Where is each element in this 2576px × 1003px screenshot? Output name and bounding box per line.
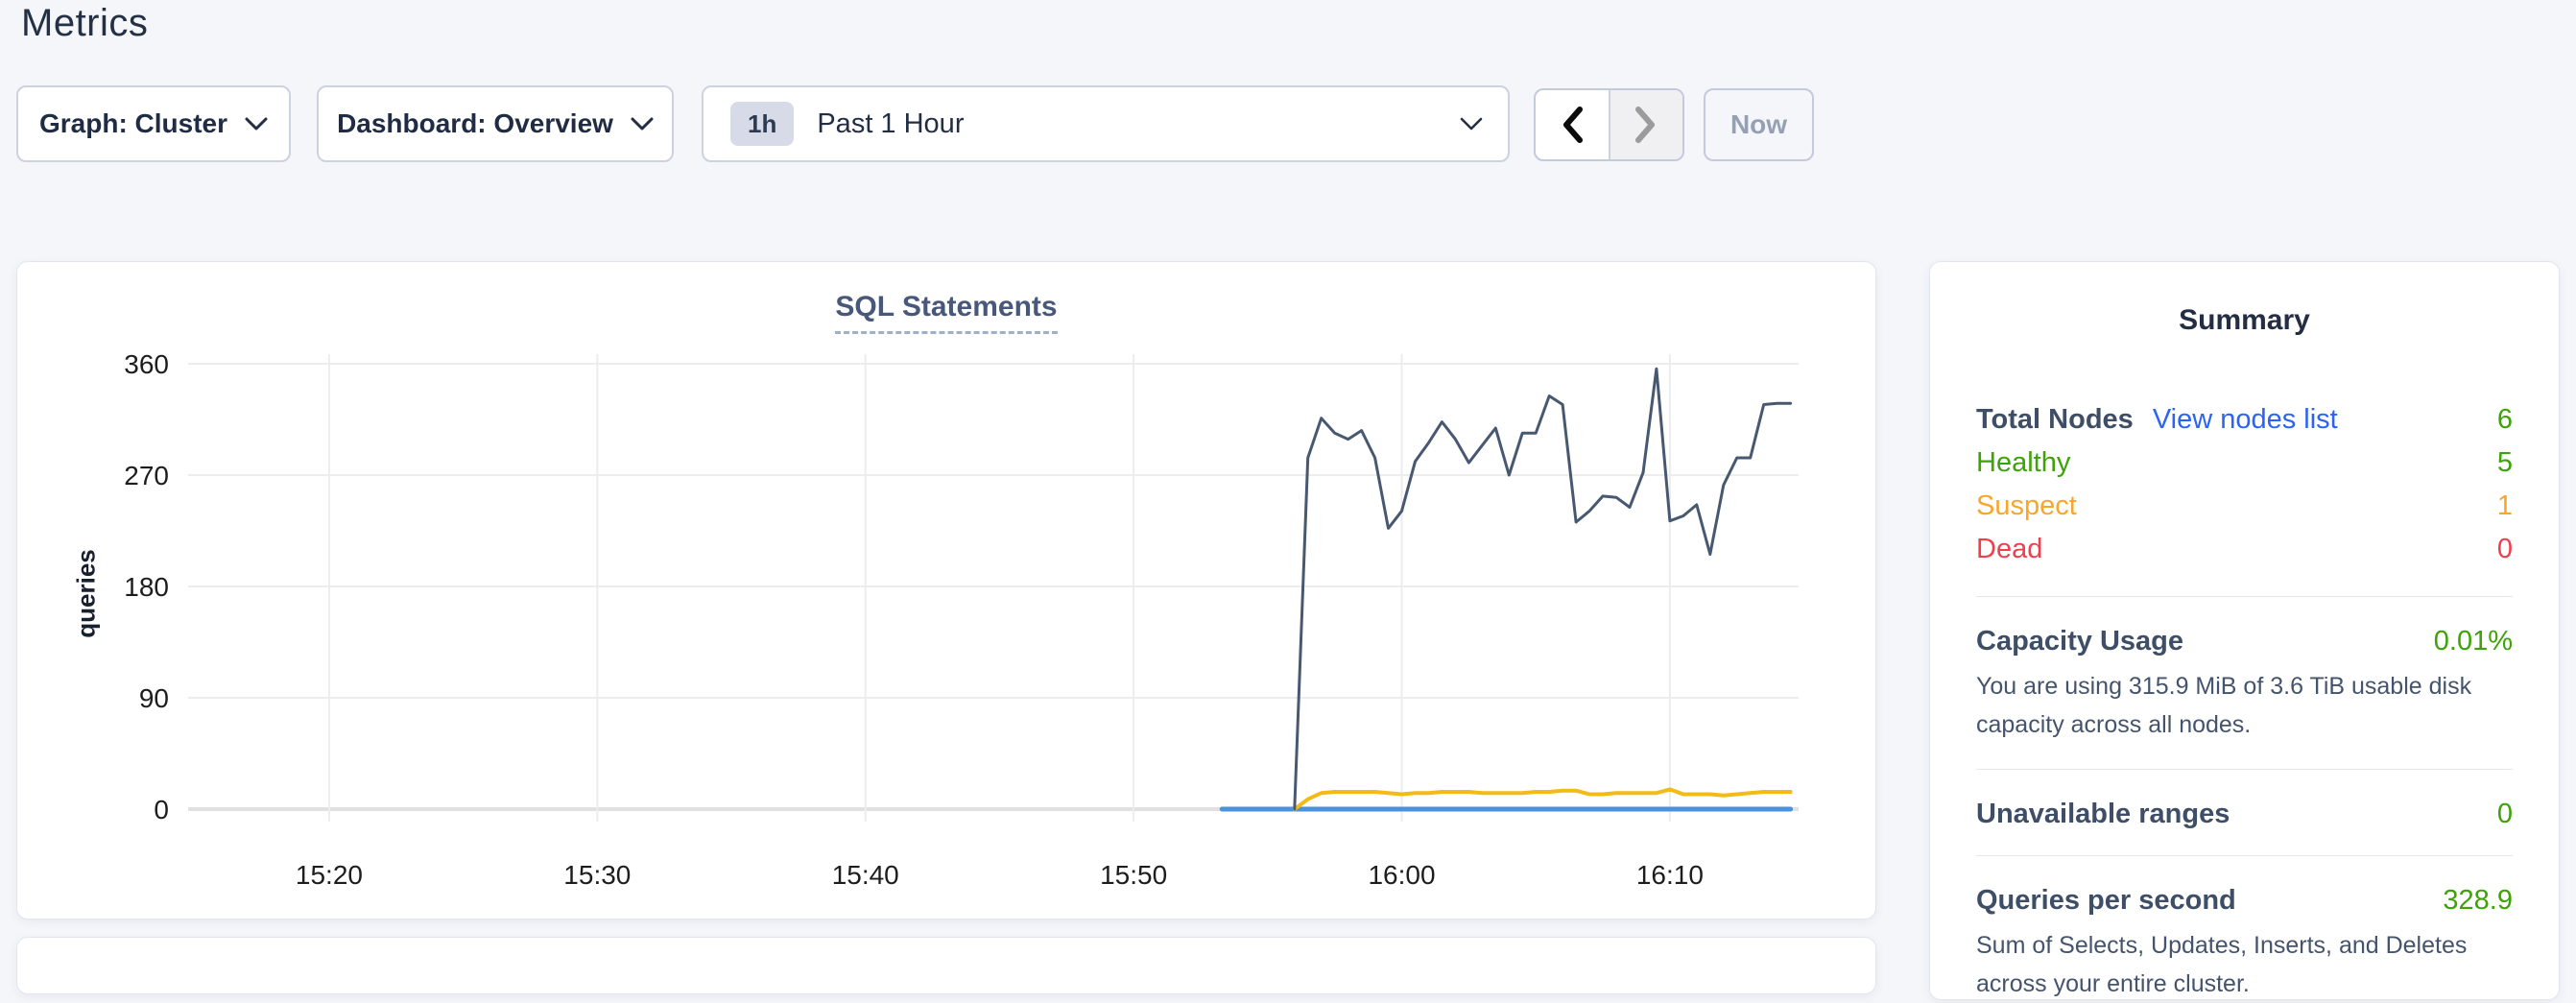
svg-text:16:00: 16:00 [1368, 860, 1435, 890]
axis-tick-labels: 0 90 180 270 360 15:20 15:30 15:40 15:50 16:00 16:… [124, 349, 1704, 890]
summary-title: Summary [2179, 304, 2310, 336]
svg-text:15:50: 15:50 [1100, 860, 1167, 890]
divider [1976, 596, 2513, 597]
suspect-label: Suspect [1976, 490, 2077, 521]
queries-per-second-label: Queries per second [1976, 885, 2236, 916]
chevron-right-icon [1635, 107, 1656, 143]
page-title: Metrics [21, 2, 149, 44]
svg-text:0: 0 [154, 795, 169, 824]
suspect-value: 1 [2496, 490, 2513, 521]
chart-title[interactable]: SQL Statements [835, 291, 1058, 334]
time-pager [1534, 88, 1684, 161]
dead-value: 0 [2496, 534, 2513, 564]
capacity-usage-value: 0.01% [2433, 626, 2513, 657]
previous-time-button[interactable] [1536, 90, 1609, 159]
svg-text:16:10: 16:10 [1636, 860, 1704, 890]
svg-text:270: 270 [124, 461, 169, 490]
series-statements-dark [1293, 367, 1793, 811]
queries-per-second-description: Sum of Selects, Updates, Inserts, and De… [1976, 932, 2468, 997]
sql-statements-chart-card: SQL Statements queries 0 90 180 270 360 15:20… [16, 261, 1876, 919]
view-nodes-list-link[interactable]: View nodes list [2152, 404, 2338, 435]
dead-label: Dead [1976, 534, 2043, 564]
chevron-down-icon [631, 117, 654, 131]
dashboard-dropdown-label: Dashboard: Overview [337, 108, 613, 138]
queries-per-second-section: Queries per second 328.9 Sum of Selects,… [1976, 856, 2513, 1003]
total-nodes-label: Total Nodes [1976, 404, 2134, 435]
queries-per-second-value: 328.9 [2443, 885, 2513, 916]
next-time-button[interactable] [1608, 90, 1682, 159]
sql-statements-chart[interactable]: 0 90 180 270 360 15:20 15:30 15:40 15:50 16:00 16:… [17, 262, 1877, 920]
healthy-nodes-row: Healthy 5 [1976, 442, 2513, 485]
unavailable-ranges-value: 0 [2496, 799, 2513, 829]
time-range-picker[interactable]: 1h Past 1 Hour [702, 85, 1510, 162]
now-button[interactable]: Now [1704, 88, 1814, 161]
chevron-down-icon [245, 117, 268, 131]
graph-dropdown[interactable]: Graph: Cluster [16, 85, 291, 162]
unavailable-ranges-label: Unavailable ranges [1976, 799, 2230, 829]
svg-text:180: 180 [124, 572, 169, 602]
capacity-usage-description: You are using 315.9 MiB of 3.6 TiB usabl… [1976, 673, 2472, 738]
dashboard-dropdown[interactable]: Dashboard: Overview [317, 85, 674, 162]
summary-panel: Summary Total Nodes View nodes list 6 He… [1929, 261, 2560, 1000]
time-window-label: Past 1 Hour [817, 107, 965, 139]
svg-text:15:40: 15:40 [832, 860, 899, 890]
gridlines [188, 354, 1799, 822]
series-statements-yellow [1292, 787, 1793, 811]
capacity-usage-label: Capacity Usage [1976, 626, 2183, 657]
svg-text:360: 360 [124, 349, 169, 379]
dead-nodes-row: Dead 0 [1976, 528, 2513, 571]
chevron-left-icon [1562, 107, 1583, 143]
graph-dropdown-label: Graph: Cluster [38, 108, 228, 138]
time-window-badge: 1h [730, 102, 795, 146]
chevron-down-icon [1460, 117, 1483, 131]
next-chart-card-edge [16, 937, 1876, 994]
total-nodes-row: Total Nodes View nodes list 6 [1976, 398, 2513, 442]
metrics-page: { "header": { "title": "Metrics" }, "con… [16, 2, 2560, 1000]
suspect-nodes-row: Suspect 1 [1976, 485, 2513, 528]
unavailable-ranges-section: Unavailable ranges 0 [1976, 770, 2513, 830]
svg-text:90: 90 [139, 683, 169, 713]
svg-text:15:20: 15:20 [296, 860, 363, 890]
healthy-value: 5 [2496, 447, 2513, 478]
total-nodes-value: 6 [2496, 404, 2513, 435]
divider [1976, 855, 2513, 856]
capacity-usage-section: Capacity Usage 0.01% You are using 315.9… [1976, 597, 2513, 744]
healthy-label: Healthy [1976, 447, 2071, 478]
divider [1976, 769, 2513, 770]
svg-text:15:30: 15:30 [563, 860, 631, 890]
